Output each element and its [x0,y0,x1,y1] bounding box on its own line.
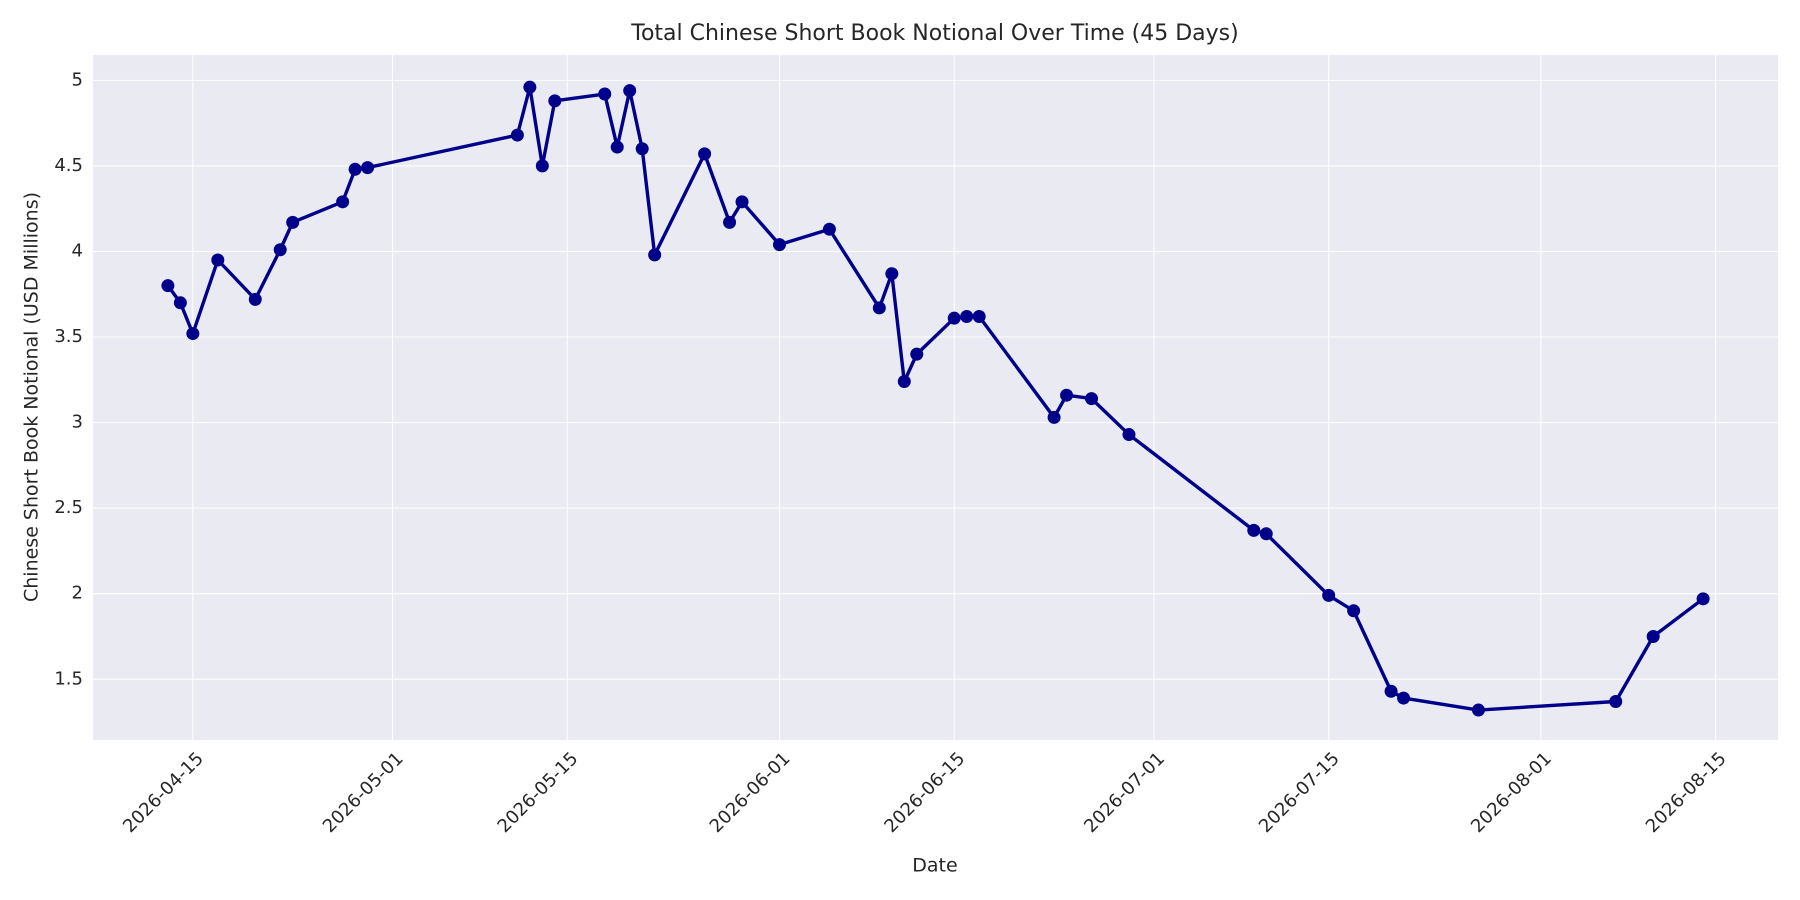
data-point [1322,588,1336,602]
chart-title: Total Chinese Short Book Notional Over T… [630,21,1238,46]
data-point [1646,629,1660,643]
data-point [698,147,712,161]
data-point [286,215,300,229]
data-point [1609,694,1623,708]
data-point [361,161,375,175]
data-point [186,327,200,341]
data-point [723,215,737,229]
data-point [1471,703,1485,717]
data-point [1122,428,1136,442]
data-point [598,87,612,101]
data-point [1696,592,1710,606]
x-tick-label: 2026-06-15 [880,748,969,837]
y-tick-label: 3 [72,412,83,433]
data-point [161,279,175,293]
data-point [910,347,924,361]
data-point [897,375,911,389]
x-tick-label: 2026-04-15 [119,748,208,837]
data-point [960,309,974,323]
x-tick-label: 2026-08-01 [1467,748,1556,837]
data-point [273,243,287,257]
data-point [648,248,662,262]
plot-area [93,55,1778,740]
data-point [1397,691,1411,705]
data-point [947,311,961,325]
data-point [885,267,899,281]
x-tick-label: 2026-07-01 [1080,748,1169,837]
data-point [1047,410,1061,424]
data-point [248,292,262,306]
x-tick-label: 2026-05-15 [494,748,583,837]
data-point [1259,527,1273,541]
x-tick-label: 2026-05-01 [319,748,408,837]
x-tick-label: 2026-06-01 [706,748,795,837]
data-point [173,296,187,310]
data-point [548,94,562,108]
y-axis-label: Chinese Short Book Notional (USD Million… [21,192,43,602]
data-point [822,222,836,236]
data-point [211,253,225,267]
data-point [1247,523,1261,537]
data-point [623,84,637,98]
data-point [772,238,786,252]
y-tick-label: 5 [72,69,83,90]
y-tick-label: 4 [72,240,83,261]
data-point [1347,604,1361,618]
data-point [523,80,537,94]
data-point [872,301,886,315]
data-point [1085,392,1099,406]
data-point [1060,388,1074,402]
data-point [735,195,749,209]
y-tick-label: 1.5 [54,668,83,689]
data-point [1384,684,1398,698]
data-point [972,309,986,323]
data-point [635,142,649,156]
x-tick-label: 2026-07-15 [1255,748,1344,837]
data-point [336,195,350,209]
data-point [348,162,362,176]
data-point [535,159,549,173]
y-tick-label: 2.5 [54,497,83,518]
y-tick-label: 2 [72,583,83,604]
x-axis-label: Date [912,855,957,877]
x-tick-label: 2026-08-15 [1642,748,1731,837]
data-point [510,128,524,142]
data-point [610,140,624,154]
y-tick-label: 4.5 [54,155,83,176]
y-tick-label: 3.5 [54,326,83,347]
